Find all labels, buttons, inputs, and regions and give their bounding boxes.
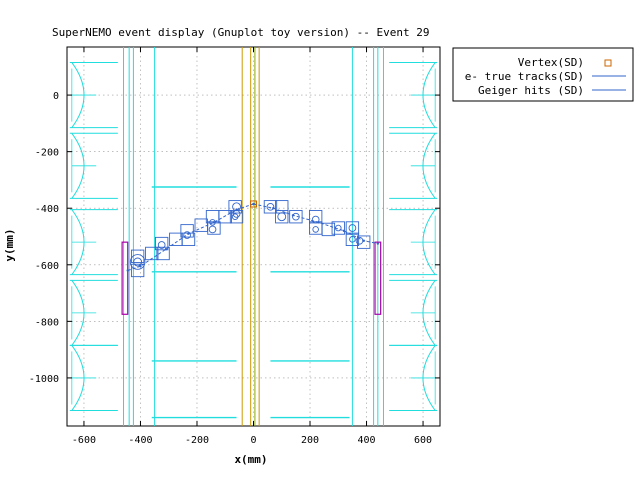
source-foil [241,47,260,426]
track-point [235,208,238,211]
geiger-hit [209,219,216,226]
track-point [376,242,380,245]
legend-box [452,47,634,102]
track-point [272,207,275,210]
y-tick-label: -400 [35,204,59,215]
track-point [164,248,168,251]
geiger-cell [289,210,303,224]
geiger-cell [275,210,289,224]
x-tick-label: -200 [185,435,209,446]
geiger-hit [133,257,143,267]
geiger-cell [130,263,145,278]
geiger-cell [309,210,323,224]
geiger-hit [348,224,357,232]
geiger-cell [345,232,360,247]
calorimeter-hits [121,241,382,315]
track-point [317,221,320,224]
x-axis-label: x(mm) [234,453,267,466]
vertex [250,200,257,208]
y-tick-label: -800 [35,317,59,328]
track-point [187,232,190,235]
geiger-hit [183,231,191,239]
calorimeter-hit [374,241,382,315]
calorimeter-hit [121,241,129,315]
geiger-cell [331,221,345,235]
geiger-cell [218,210,232,224]
geiger-hit [311,215,320,224]
geiger-cell [130,249,145,263]
geiger-cell [275,200,289,214]
chart-title: SuperNEMO event display (Gnuplot toy ver… [52,26,430,39]
track-point [212,221,216,224]
geiger-cell [228,200,242,214]
x-tick-label: 200 [301,435,319,446]
y-tick-label: -600 [35,261,59,272]
track-point [139,264,142,268]
legend: Vertex(SD) e- true tracks(SD) Geiger hit… [452,47,634,102]
legend-label-vertex: Vertex(SD) [518,56,584,69]
geiger-cell [154,236,169,251]
geiger-cell [156,246,170,261]
axis-ticks: -600 -400 -200 0 200 400 600 0 -200 -400 -600 -800 -… [29,47,440,446]
geiger-cell [345,221,360,235]
legend-marker-vertex [604,59,612,67]
legend-label-tracks: e- true tracks(SD) [465,70,584,83]
x-tick-label: 400 [357,435,375,446]
geiger-hit [157,241,166,249]
track-point [362,239,365,242]
y-axis-label: y(mm) [3,228,16,261]
grid [67,47,440,426]
y-tick-label: -200 [35,148,59,159]
geiger-cells [130,200,371,278]
legend-label-geiger: Geiger hits (SD) [478,84,584,97]
geiger-cell [145,246,159,261]
track-point [252,202,255,206]
x-tick-label: -400 [128,435,152,446]
geiger-cell [180,224,194,238]
x-tick-label: 0 [250,435,256,446]
track-point [291,214,295,217]
geiger-hit [349,236,356,243]
y-tick-label: 0 [53,91,59,102]
geiger-hit [208,225,217,234]
x-tick-label: -600 [72,435,96,446]
y-tick-label: -1000 [29,374,59,385]
geiger-hit [129,254,146,270]
geiger-cell [263,200,278,214]
geiger-hit [266,202,275,211]
vertex-marker [250,200,257,208]
geiger-cell [321,222,336,237]
track-point [342,229,346,233]
true-tracks [126,202,380,272]
geiger-hit [277,212,287,222]
x-tick-label: 600 [414,435,432,446]
geiger-hit [312,226,319,233]
track-point [126,269,129,272]
